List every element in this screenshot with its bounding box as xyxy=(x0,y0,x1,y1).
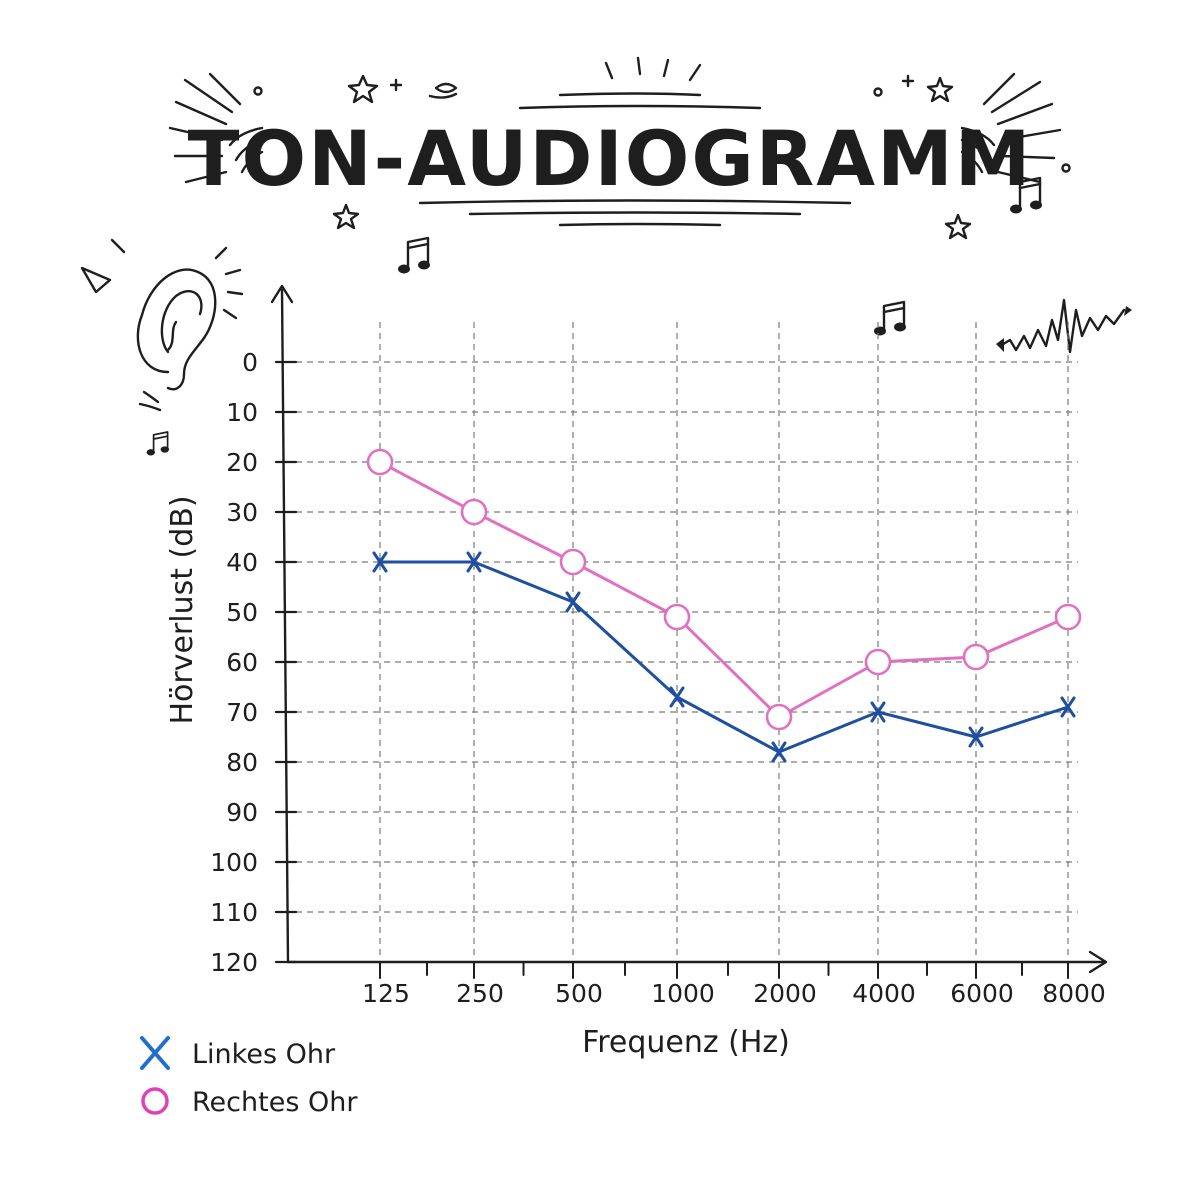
y-tick-label: 30 xyxy=(226,498,258,527)
legend-label-right-ear: Rechtes Ohr xyxy=(192,1087,358,1118)
data-point-x-marker xyxy=(372,551,388,573)
x-tick-label: 4000 xyxy=(852,979,916,1008)
burst-left-icon xyxy=(168,72,264,184)
x-tick-label: 125 xyxy=(362,979,410,1008)
legend-o-marker-icon xyxy=(141,1087,169,1115)
y-tick-label: 40 xyxy=(226,548,258,577)
x-axis-arrow-icon xyxy=(1088,950,1108,974)
data-point-x-marker xyxy=(466,551,482,573)
data-point-o-marker xyxy=(765,703,793,731)
data-point-x-marker xyxy=(870,701,886,723)
data-point-x-marker xyxy=(771,741,787,763)
data-point-x-marker xyxy=(1060,696,1076,718)
y-tick-label: 80 xyxy=(226,748,258,777)
title-banner: TON-AUDIOGRAMM xyxy=(168,56,1071,240)
x-tick-label: 6000 xyxy=(950,979,1014,1008)
y-tick-label: 60 xyxy=(226,648,258,677)
data-point-o-marker xyxy=(460,498,488,526)
y-tick-label: 120 xyxy=(210,948,258,977)
y-tick-label: 70 xyxy=(226,698,258,727)
x-tick-label: 8000 xyxy=(1042,979,1106,1008)
legend: Linkes Ohr Rechtes Ohr xyxy=(140,1036,358,1118)
title-underline-icon xyxy=(418,92,852,227)
x-axis-title: Frequenz (Hz) xyxy=(582,1025,790,1060)
y-tick-label: 110 xyxy=(210,898,258,927)
x-tick-labels: 125 250 500 1000 2000 4000 6000 8000 xyxy=(362,979,1106,1008)
y-axis xyxy=(280,288,290,964)
x-tick-label: 2000 xyxy=(753,979,817,1008)
data-point-x-marker xyxy=(565,591,581,613)
y-tick-label: 10 xyxy=(226,398,258,427)
ear-icon xyxy=(80,238,244,412)
legend-x-marker-icon xyxy=(140,1036,170,1070)
star-icon xyxy=(253,74,1071,240)
y-tick-label: 20 xyxy=(226,448,258,477)
y-tick-label: 0 xyxy=(242,348,258,377)
sparkle-icon xyxy=(604,56,702,82)
y-tick-label: 90 xyxy=(226,798,258,827)
legend-item-left-ear: Linkes Ohr xyxy=(140,1036,336,1070)
legend-item-right-ear: Rechtes Ohr xyxy=(141,1087,358,1118)
y-tick-label: 100 xyxy=(210,848,258,877)
data-point-o-marker xyxy=(663,603,691,631)
y-axis-arrow-icon xyxy=(270,284,294,304)
y-tick-labels: 0 10 20 30 40 50 60 70 80 90 100 110 120 xyxy=(210,348,258,977)
data-point-o-marker xyxy=(1054,603,1082,631)
x-tick-label: 250 xyxy=(456,979,504,1008)
x-tick-label: 500 xyxy=(555,979,603,1008)
data-point-o-marker xyxy=(559,548,587,576)
burst-right-icon xyxy=(960,72,1062,184)
series-layer xyxy=(366,448,1082,763)
series-line-left-ear xyxy=(378,560,1070,754)
data-point-x-marker xyxy=(669,686,685,708)
y-tick-label: 50 xyxy=(226,598,258,627)
chart-title: TON-AUDIOGRAMM xyxy=(188,114,1033,203)
x-tick-label: 1000 xyxy=(651,979,715,1008)
y-axis-title: Hörverlust (dB) xyxy=(165,495,200,724)
axes xyxy=(270,284,1108,974)
data-point-o-marker xyxy=(864,648,892,676)
data-point-x-marker xyxy=(968,726,984,748)
data-point-o-marker xyxy=(366,448,394,476)
legend-label-left-ear: Linkes Ohr xyxy=(192,1039,336,1070)
series-line-right-ear xyxy=(378,460,1070,719)
data-point-o-marker xyxy=(962,643,990,671)
grid xyxy=(274,322,1078,979)
sound-wave-icon xyxy=(996,298,1132,354)
music-note-icon xyxy=(146,176,1042,456)
